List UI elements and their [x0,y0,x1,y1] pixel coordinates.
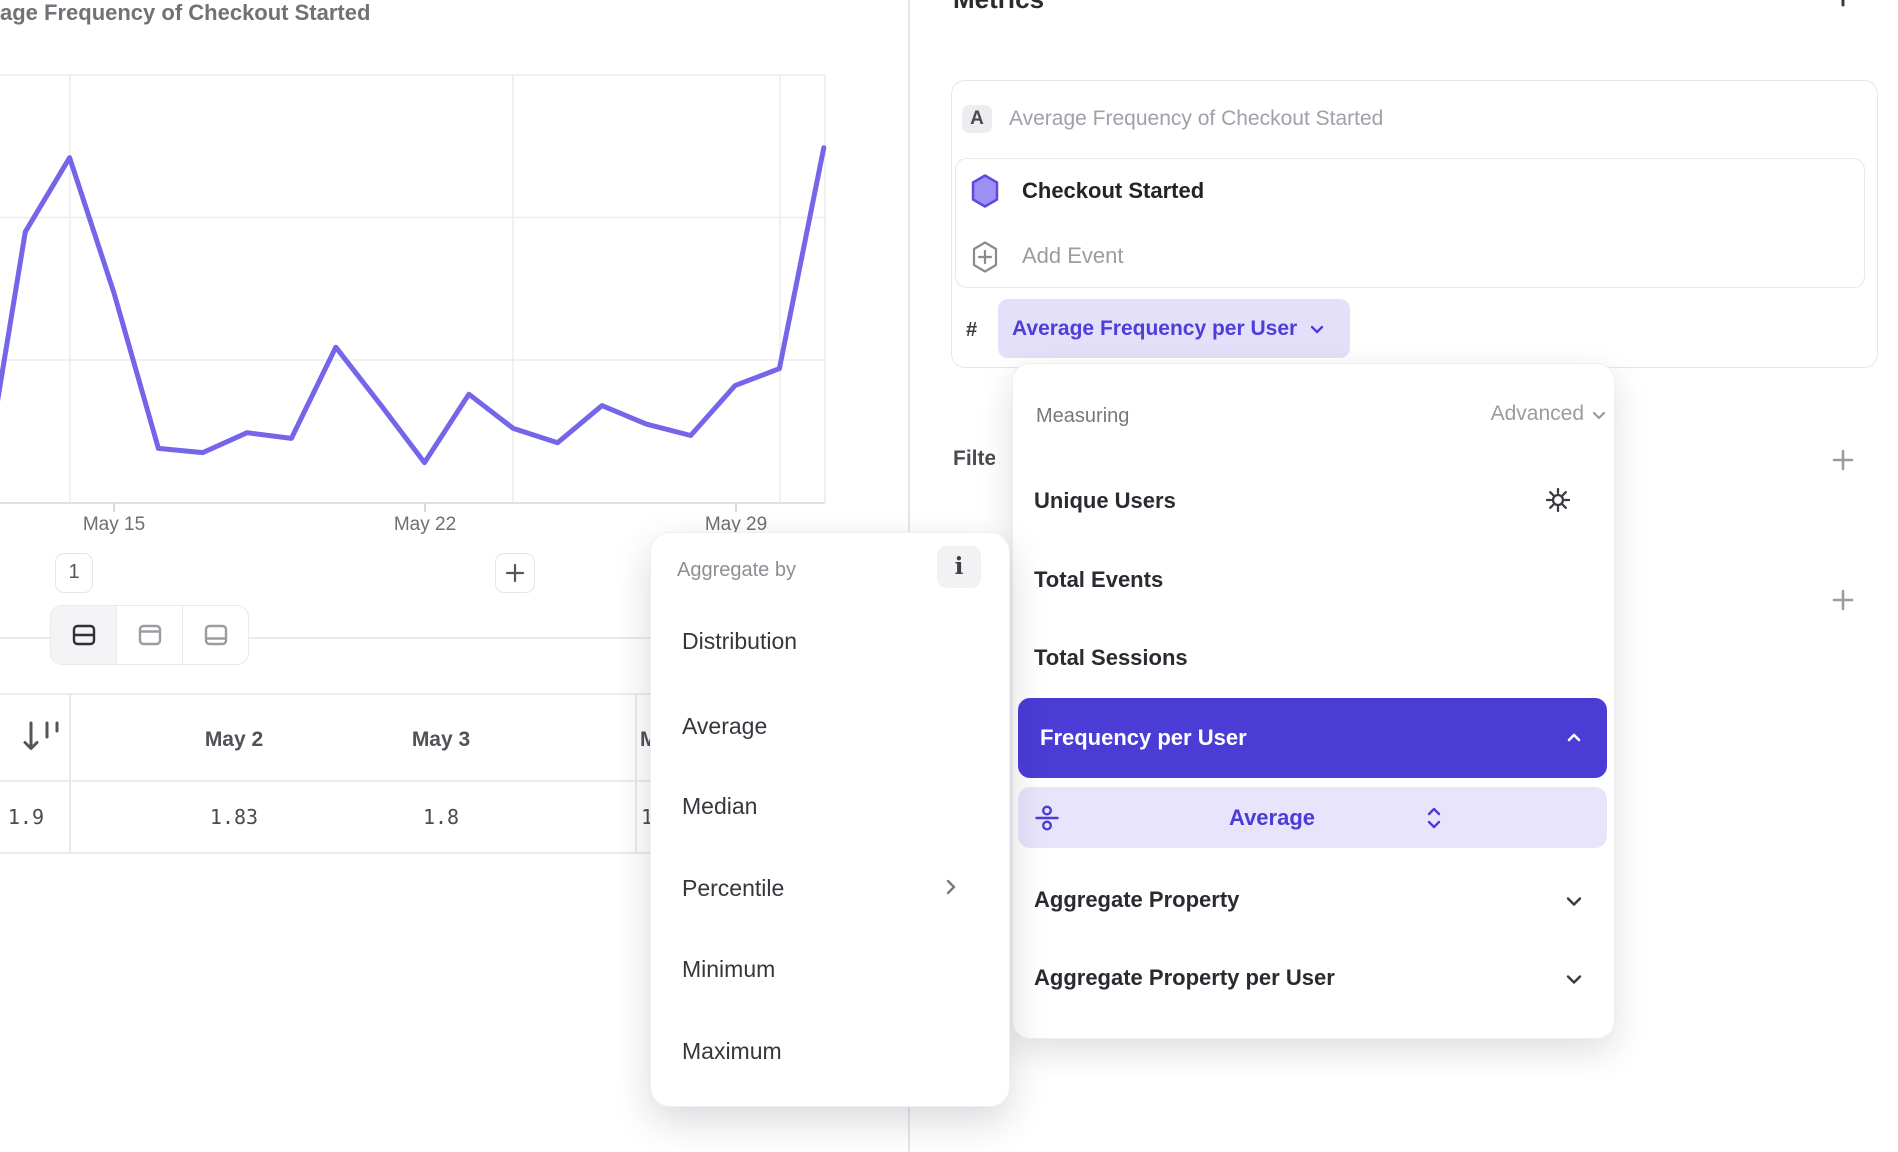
add-filter-icon[interactable] [1831,448,1855,472]
hexagon-plus-icon [971,240,999,279]
chevron-down-icon[interactable] [1562,889,1586,918]
table-header-cell[interactable]: May 2 [204,728,264,751]
measure-selector-label: Average Frequency per User [1012,316,1298,340]
table-column-border [635,693,637,852]
selected-option-label: Frequency per User [1040,725,1247,750]
section-divider [0,637,908,639]
footer-bottom-view-icon [204,624,227,646]
group-count-button[interactable]: 1 [55,553,93,593]
metrics-section-heading: Metrics [953,0,1044,15]
chevron-down-icon[interactable] [1562,967,1586,996]
aggregate-by-title: Aggregate by [677,559,796,581]
table-cell: 1.83 [209,805,259,829]
aggregate-by-popup [650,532,1010,1107]
metric-badge: A [962,105,992,133]
sort-descending-icon[interactable] [21,719,67,760]
metric-title[interactable]: Average Frequency of Checkout Started [1009,107,1384,130]
menu-option-unique-users[interactable]: Unique Users [1034,488,1176,513]
table-column-border [69,693,71,852]
sub-option-label: Average [1229,804,1316,830]
chevron-right-icon [940,876,962,903]
event-list-card [955,158,1865,288]
info-icon[interactable]: i [937,546,981,588]
popup-item-median[interactable]: Median [682,793,758,819]
table-border [0,693,908,695]
header-top-view-icon [138,624,161,646]
event-row-checkout-started[interactable]: Checkout Started [1022,178,1205,203]
hexagon-icon [970,173,1000,214]
add-annotation-button[interactable] [495,553,535,593]
chevron-down-icon[interactable] [1588,404,1610,431]
split-rows-view-icon [72,624,95,646]
popup-item-average[interactable]: Average [682,713,768,739]
popup-item-percentile[interactable]: Percentile [682,875,785,901]
table-header-cell[interactable]: May 3 [411,728,471,751]
menu-option-aggregate-property-per-user[interactable]: Aggregate Property per User [1034,965,1335,990]
filter-section-heading: Filter [953,447,995,470]
measure-prefix: # [966,319,978,341]
menu-option-total-events[interactable]: Total Events [1034,567,1164,592]
popup-item-maximum[interactable]: Maximum [682,1038,782,1064]
measure-selector-button[interactable]: Average Frequency per User [998,299,1350,358]
popup-item-distribution[interactable]: Distribution [682,628,798,654]
table-cell: 1.9 [7,805,44,829]
gear-icon[interactable] [1544,486,1572,519]
add-event-button[interactable]: Add Event [1022,243,1124,268]
x-tick-label: May 29 [704,514,768,535]
table-border [0,780,908,782]
view-option-header-top[interactable] [117,606,183,664]
popup-item-minimum[interactable]: Minimum [682,956,776,982]
x-tick-label: May 15 [82,514,146,535]
menu-option-frequency-per-user-selected[interactable]: Frequency per User [1018,698,1607,778]
chevron-down-icon [1307,319,1327,339]
series-line [0,145,827,466]
sub-option-average[interactable]: Average [1018,787,1607,848]
divide-icon [1034,805,1197,831]
table-layout-toggle [50,605,249,665]
view-option-split-rows[interactable] [51,606,117,664]
add-item-icon[interactable] [1831,588,1855,612]
table-border [0,852,908,854]
add-metric-icon[interactable] [1832,0,1854,13]
table-cell: 1.8 [422,805,460,829]
chevron-up-down-icon [1424,805,1587,831]
chart-title: age Frequency of Checkout Started [0,0,371,25]
line-chart [0,0,910,548]
x-tick-label: May 22 [393,514,457,535]
menu-option-aggregate-property[interactable]: Aggregate Property [1034,887,1240,912]
advanced-toggle[interactable]: Advanced [1490,402,1584,425]
view-option-footer-bottom[interactable] [183,606,248,664]
chevron-up-icon [1563,727,1585,749]
plus-icon [505,563,525,583]
measuring-label: Measuring [1036,405,1130,427]
menu-option-total-sessions[interactable]: Total Sessions [1034,645,1188,670]
